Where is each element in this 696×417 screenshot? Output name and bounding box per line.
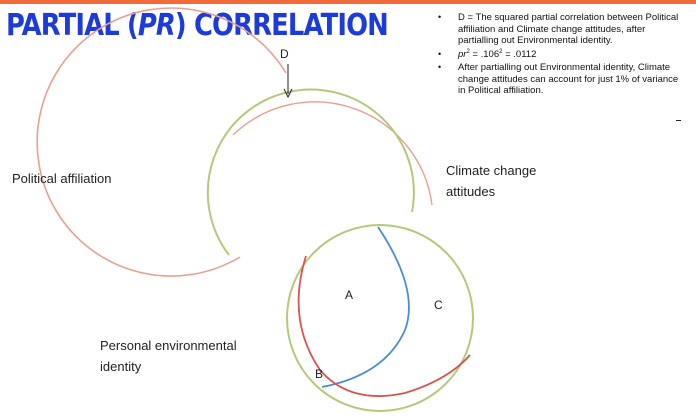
d-arrow-head	[283, 88, 293, 99]
title-before: PARTIAL (	[6, 8, 139, 43]
political-line-1: Political affiliation	[12, 171, 112, 186]
climate-line-2: attitudes	[446, 184, 496, 199]
formula-result: = .0112	[502, 48, 537, 60]
inner-blue-arc	[321, 226, 410, 388]
dash-mark	[676, 120, 681, 121]
formula-exponent-2: 2	[499, 48, 503, 55]
title-abbreviation: PR	[137, 8, 176, 43]
climate-line-1: Climate change	[446, 163, 537, 178]
label-personal-environmental-identity: Personal environmental identity	[100, 335, 280, 377]
accent-bar	[0, 0, 696, 4]
region-c-label: C	[434, 298, 443, 312]
explanation-bullets: D = The squared partial correlation betw…	[438, 12, 688, 99]
personal-identity-circle	[286, 224, 474, 412]
formula-mid: = .106	[469, 48, 500, 60]
bullet-interpretation: After partialling out Environmental iden…	[438, 62, 688, 97]
inner-red-arc	[297, 255, 471, 397]
label-climate-change-attitudes: Climate change attitudes	[446, 160, 576, 202]
region-b-label: B	[315, 367, 324, 381]
region-a-label: A	[345, 288, 354, 302]
personal-line-2: identity	[100, 359, 142, 374]
label-political-affiliation: Political affiliation	[12, 168, 111, 189]
bullet-definition: D = The squared partial correlation betw…	[438, 12, 688, 47]
political-affiliation-arc	[36, 7, 287, 277]
formula-exponent-1: 2	[466, 48, 470, 55]
formula-symbol: pr	[458, 48, 467, 60]
climate-change-arc	[206, 88, 415, 256]
region-d-label: D	[280, 47, 289, 61]
personal-line-1: Personal environmental	[100, 338, 237, 353]
bullet-formula: pr2 = .1062 = .0112	[438, 48, 688, 61]
climate-outer-arc	[232, 101, 433, 206]
